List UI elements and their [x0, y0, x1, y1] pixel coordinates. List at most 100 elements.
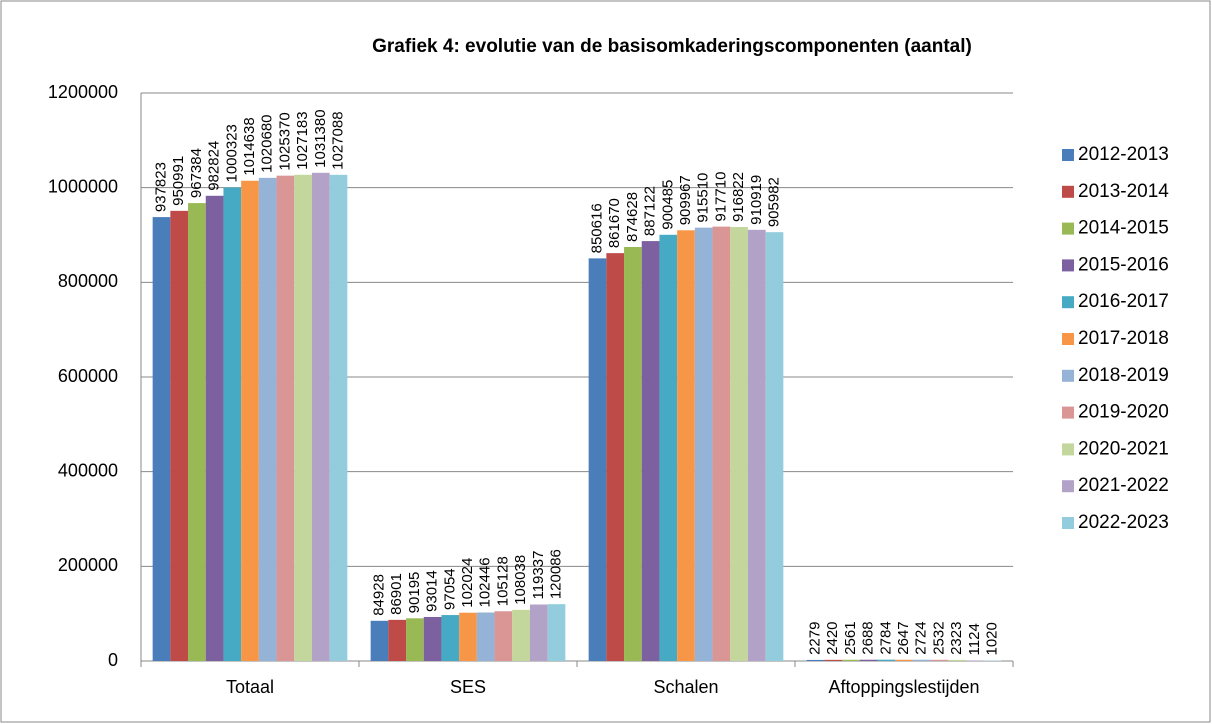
bar: [276, 175, 295, 661]
legend-swatch: [1062, 443, 1074, 456]
bar: [765, 232, 784, 661]
value-label: 86901: [388, 573, 405, 615]
chart-title: Grafiek 4: evolutie van de basisomkaderi…: [372, 36, 972, 57]
legend-swatch: [1062, 185, 1074, 198]
value-label: 1014638: [241, 117, 258, 175]
value-label: 937823: [152, 162, 169, 212]
value-label: 910919: [748, 175, 765, 225]
value-label: 861670: [606, 198, 623, 248]
bar: [205, 195, 224, 662]
value-label: 1020: [983, 622, 1000, 655]
value-label: 120086: [547, 549, 564, 599]
bar: [606, 253, 625, 661]
value-label: 905982: [765, 177, 782, 227]
value-label: 1000323: [223, 124, 240, 182]
legend-label: 2020-2021: [1078, 438, 1169, 459]
value-label: 93014: [424, 570, 441, 612]
y-tick-label: 600000: [58, 366, 118, 386]
legend-swatch: [1062, 406, 1074, 419]
legend-label: 2014-2015: [1078, 218, 1169, 239]
x-tick-label: Aftoppingslestijden: [828, 677, 979, 697]
value-label: 2784: [877, 621, 894, 654]
value-label: 97054: [441, 568, 458, 610]
legend-label: 2016-2017: [1078, 291, 1169, 312]
value-label: 2420: [824, 621, 841, 654]
legend-swatch: [1062, 333, 1074, 345]
y-tick-label: 1200000: [48, 82, 118, 102]
value-label: 982824: [206, 141, 223, 191]
bar: [406, 618, 424, 661]
bar: [370, 620, 389, 661]
bar: [806, 659, 825, 661]
value-label: 887122: [642, 186, 659, 236]
bar: [659, 234, 678, 661]
bar: [712, 226, 731, 662]
value-label: 900485: [659, 180, 676, 230]
legend-swatch: [1062, 149, 1074, 161]
bar: [170, 210, 189, 661]
x-tick-label: SES: [450, 677, 486, 697]
x-tick-label: Totaal: [226, 677, 274, 697]
bar: [730, 227, 748, 661]
value-label: 950991: [170, 156, 187, 206]
bar: [677, 230, 695, 661]
bar: [624, 247, 642, 662]
bar: [912, 659, 931, 661]
value-label: 102024: [459, 558, 476, 608]
bar: [476, 612, 495, 661]
value-label: 2724: [913, 621, 930, 654]
legend-label: 2015-2016: [1078, 254, 1169, 275]
bar: [930, 659, 949, 661]
value-label: 108038: [512, 555, 529, 605]
bar: [859, 659, 878, 661]
value-label: 84928: [370, 574, 387, 616]
bar: [311, 172, 330, 661]
y-tick-label: 800000: [58, 271, 118, 291]
bar: [948, 659, 966, 661]
y-tick-label: 1000000: [48, 176, 118, 196]
bar: [494, 611, 513, 661]
legend-swatch: [1062, 517, 1074, 529]
value-label: 1020680: [259, 114, 276, 172]
bar: [529, 604, 548, 661]
value-label: 119337: [530, 551, 547, 600]
bar: [223, 187, 242, 661]
y-tick-label: 400000: [58, 460, 118, 480]
bar: [747, 229, 766, 662]
bar: [294, 174, 312, 661]
value-label: 967384: [188, 148, 205, 198]
value-label: 2561: [842, 621, 859, 654]
y-tick-label: 200000: [58, 555, 118, 575]
bar: [588, 258, 607, 661]
value-label: 2279: [806, 622, 823, 655]
value-label: 1027088: [329, 111, 346, 169]
value-label: 2323: [948, 622, 965, 655]
value-label: 2532: [930, 621, 947, 654]
bar: [459, 612, 477, 661]
y-tick-label: 0: [108, 650, 118, 670]
bar: [512, 609, 530, 661]
legend-swatch: [1062, 369, 1074, 382]
bar: [329, 174, 348, 661]
bar: [641, 241, 660, 661]
value-label: 1124: [966, 623, 983, 655]
legend-label: 2013-2014: [1078, 181, 1169, 202]
legend-label: 2022-2023: [1078, 512, 1169, 533]
x-tick-label: Schalen: [653, 677, 718, 697]
legend-swatch: [1062, 480, 1074, 493]
value-label: 909967: [677, 175, 694, 225]
bar: [388, 619, 407, 661]
bar: [188, 203, 206, 661]
legend-label: 2018-2019: [1078, 365, 1169, 386]
bar: [547, 604, 566, 661]
bar: [842, 659, 860, 661]
value-label: 2647: [895, 621, 912, 654]
bar: [441, 615, 460, 661]
bar: [877, 659, 896, 661]
bar: [423, 616, 442, 661]
value-label: 1031380: [312, 109, 329, 167]
legend-label: 2021-2022: [1078, 475, 1169, 496]
value-label: 916822: [730, 172, 747, 222]
value-label: 915510: [695, 173, 712, 223]
bar: [152, 217, 171, 661]
